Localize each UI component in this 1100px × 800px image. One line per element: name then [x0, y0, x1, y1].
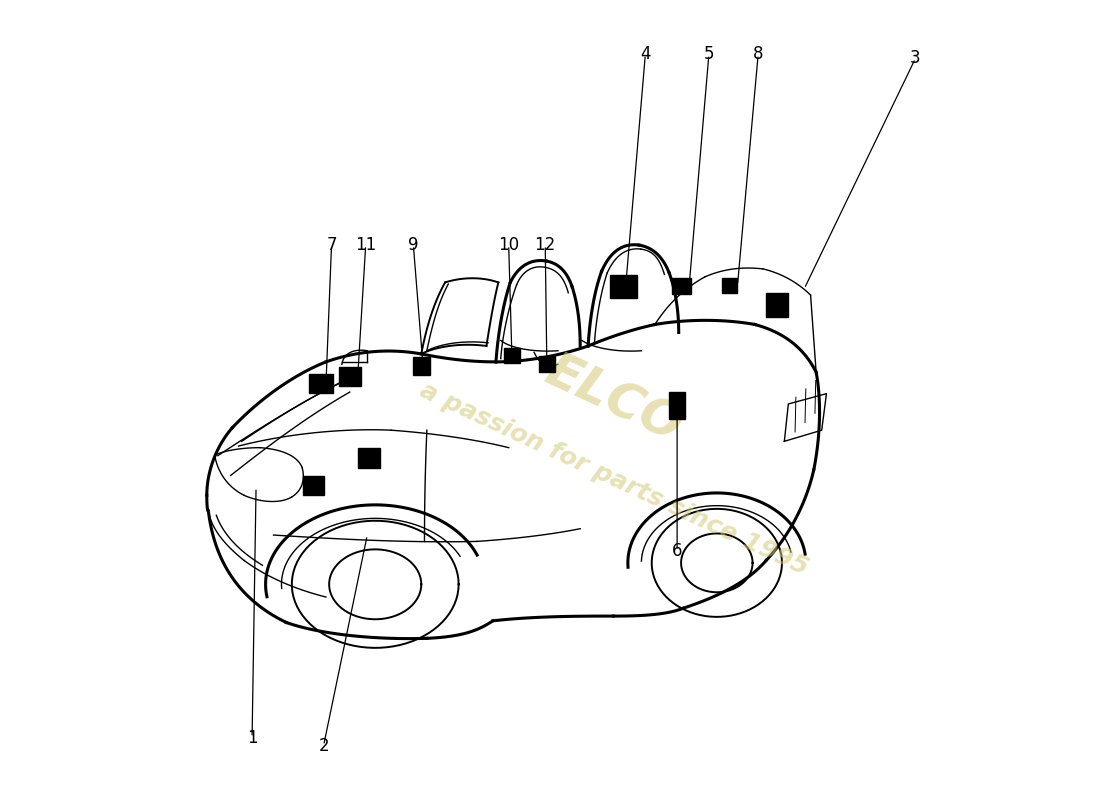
Text: 8: 8: [752, 46, 763, 63]
Text: 7: 7: [327, 236, 337, 254]
Text: a passion for parts since 1995: a passion for parts since 1995: [416, 378, 812, 580]
Bar: [359, 449, 380, 467]
Bar: [302, 476, 324, 495]
Text: 4: 4: [640, 46, 650, 63]
Bar: [723, 278, 737, 293]
Text: 2: 2: [318, 737, 329, 754]
Bar: [672, 278, 692, 294]
Bar: [339, 366, 361, 386]
Text: 3: 3: [910, 50, 921, 67]
Text: 1: 1: [246, 729, 257, 746]
Text: 10: 10: [498, 236, 519, 254]
Text: 6: 6: [672, 542, 682, 560]
Bar: [609, 275, 637, 298]
Bar: [412, 357, 430, 374]
Bar: [766, 293, 789, 317]
Text: 9: 9: [408, 236, 419, 254]
Text: 5: 5: [704, 46, 714, 63]
Text: #d4c875: #d4c875: [646, 478, 651, 479]
Bar: [669, 392, 685, 419]
Bar: [504, 347, 520, 363]
Bar: [309, 374, 333, 393]
Text: 12: 12: [535, 236, 556, 254]
Bar: [539, 356, 554, 372]
Text: 11: 11: [355, 236, 376, 254]
Text: ELCO: ELCO: [538, 347, 690, 453]
